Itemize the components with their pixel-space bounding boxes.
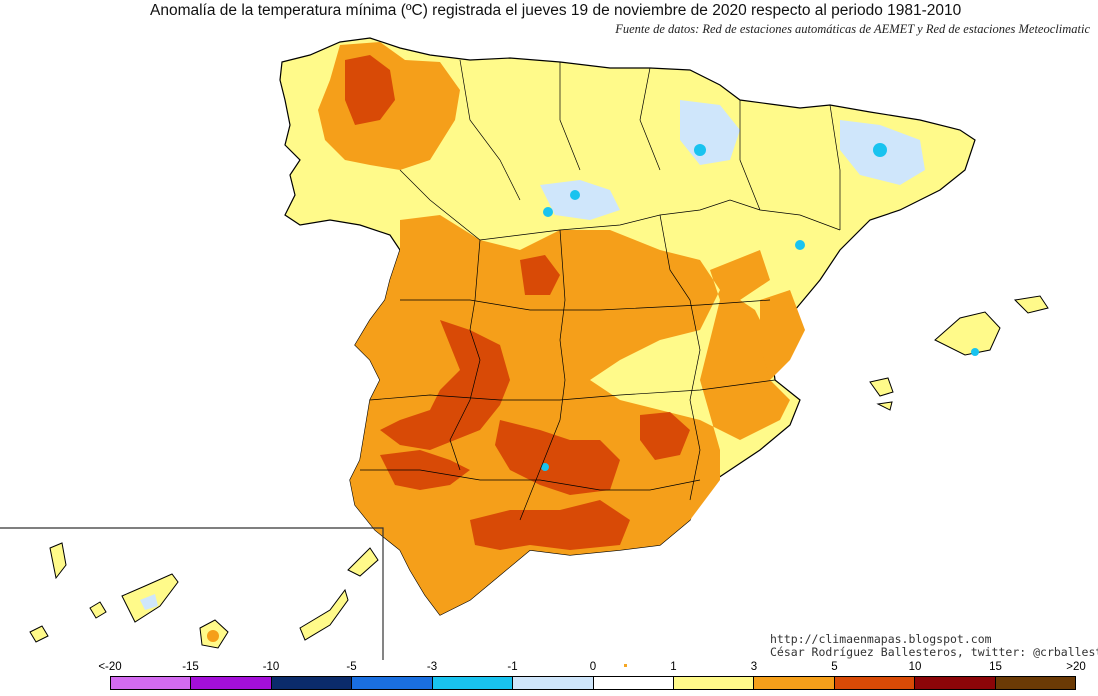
legend-swatch [111,677,192,689]
inset-frame [0,527,384,660]
island-lanzarote [347,547,379,577]
anomaly-minus3-to-minus1-spot [694,144,706,156]
legend-tick: <-20 [98,661,122,673]
anomaly-minus3-to-minus1-spot [873,143,887,157]
legend-ticks: <-20 -15 -10 -5 -3 -1 0 1 3 5 10 15 >20 [0,661,1098,675]
anomaly-5-to-10-galicia [345,55,395,125]
anomaly-minus1-to-1-duero [540,180,620,220]
legend-tick: -10 [262,661,280,673]
peninsula [279,37,976,616]
legend-swatch [754,677,835,689]
blog-url: http://climaenmapas.blogspot.com [770,632,992,646]
anomaly-minus3-to-minus1-spot [543,207,553,217]
anomaly-5-to-10-andalucia-centre [495,420,620,495]
legend-swatch [593,677,674,689]
anomaly-minus3-to-minus1-spot [570,190,580,200]
island-mallorca [934,311,1001,356]
anomaly-5-to-10-madrid [520,255,560,295]
legend-tick: 5 [831,661,838,673]
tenerife-cool [140,594,158,610]
legend-swatch [915,677,996,689]
legend-swatch [834,677,916,689]
legend-tick: -1 [507,661,518,673]
map-title: Anomalía de la temperatura mínima (ºC) r… [150,2,962,19]
island-la-gomera [89,601,107,619]
island-ibiza [869,377,894,397]
legend-swatch [271,677,353,689]
island-el-hierro [29,625,49,643]
legend-marker-dot [624,664,627,667]
anomaly-minus3-to-minus1-spot [971,348,979,356]
legend-swatch [432,677,514,689]
color-legend [110,676,1076,690]
anomaly-3-to-5-coast [760,290,805,380]
island-formentera [876,401,893,411]
legend-tick: 15 [989,661,1002,673]
legend-tick: 10 [908,661,922,673]
legend-tick: -5 [346,661,357,673]
data-source: Fuente de datos: Red de estaciones autom… [615,22,1090,36]
temperature-anomaly-map [0,37,1049,660]
island-menorca [1013,295,1049,314]
legend-tick: 3 [750,661,758,673]
balearic-islands [869,295,1049,411]
legend-tick: -3 [426,661,438,673]
anomaly-5-to-10-andalucia-south [470,500,630,550]
legend-tick: 0 [589,661,597,673]
anomaly-5-to-10-andalucia-west [380,450,470,490]
canary-inset [0,527,384,660]
legend-swatch [513,677,594,689]
island-fuerteventura [299,588,349,641]
legend-swatch [995,677,1076,689]
legend-tick: 1 [670,661,677,673]
legend-tick: -15 [182,661,199,673]
legend-tick: >20 [1066,661,1086,673]
region-borders [360,59,841,521]
gran-canaria-warm [207,630,219,642]
author-credit: César Rodríguez Ballesteros, twitter: @c… [770,645,1098,659]
anomaly-minus3-to-minus1-spot [541,463,549,471]
island-la-palma [49,542,67,580]
legend-swatch [352,677,433,689]
legend-swatch [191,677,272,689]
anomaly-minus3-to-minus1-spot [795,240,805,250]
anomaly-3-to-5-west [350,215,790,615]
anomaly-5-to-10-granada [640,412,690,460]
legend-swatch [673,677,755,689]
